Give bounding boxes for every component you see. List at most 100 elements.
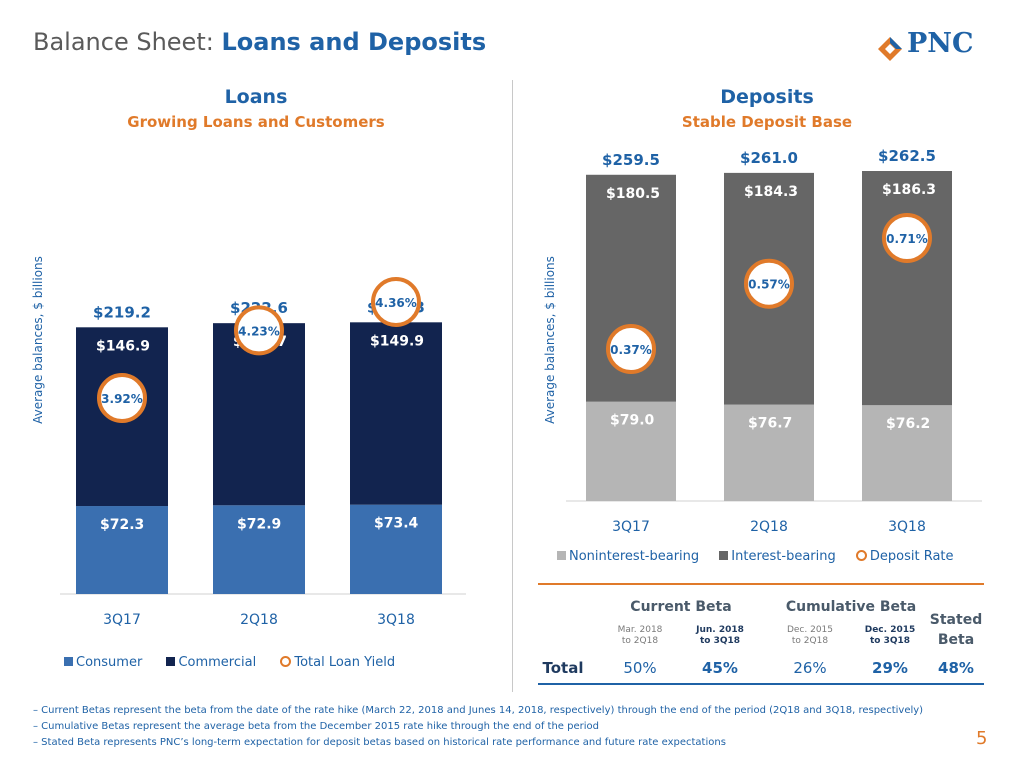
page-number: 5 — [976, 728, 988, 749]
beta-sub-4-line1: Dec. 2015 — [864, 625, 916, 635]
beta-sub-1-line2: to 2Q18 — [621, 636, 659, 646]
legend-deposit-rate: Deposit Rate — [855, 549, 954, 564]
legend-consumer-swatch — [64, 657, 73, 666]
title-prefix: Balance Sheet: — [33, 28, 214, 56]
beta-sub-mar2018-2q18: Mar. 2018 to 2Q18 — [600, 625, 680, 647]
loans-label-commercial-3q17: $146.9 — [96, 338, 150, 354]
loans-bar-consumer-2q18 — [213, 505, 305, 594]
beta-value-stated: 48% — [938, 659, 974, 677]
deposits-heading: Deposits — [720, 86, 814, 108]
legend-noninterest: Noninterest-bearing — [557, 549, 699, 564]
legend-deposit-rate-ring-icon — [855, 550, 867, 561]
deposits-total-label-3q18: $262.5 — [878, 147, 936, 165]
beta-table-top-rule — [538, 583, 984, 585]
pnc-logo-text: PNC — [907, 28, 974, 59]
beta-value-cumulative-3q18: 29% — [872, 659, 908, 677]
beta-value-current-3q18: 45% — [702, 659, 738, 677]
loans-bar-commercial-3q18 — [350, 322, 442, 505]
deposits-x-tick-2q18: 2Q18 — [750, 519, 788, 535]
loans-bar-consumer-3q18 — [350, 504, 442, 594]
loans-rate-label-3q17: 3.92% — [101, 392, 143, 406]
deposits-rate-label-3q17: 0.37% — [610, 343, 652, 357]
deposits-rate-label-3q18: 0.71% — [886, 232, 928, 246]
legend-loan-yield-label: Total Loan Yield — [294, 655, 396, 670]
beta-sub-4-line2: to 3Q18 — [869, 636, 911, 646]
deposits-bar-noninterest-bearing-2q18 — [724, 404, 814, 501]
legend-consumer: Consumer — [64, 655, 142, 670]
page-title: Balance Sheet: Loans and Deposits — [33, 28, 486, 56]
loans-rate-label-3q18: 4.36% — [375, 296, 417, 310]
beta-row-label: Total — [542, 659, 584, 677]
beta-table: Current Beta Cumulative Beta Stated Beta… — [538, 583, 984, 687]
loans-label-consumer-3q18: $73.4 — [374, 516, 419, 532]
deposits-rate-marker-3q17 — [606, 324, 656, 374]
legend-deposit-rate-label: Deposit Rate — [869, 549, 954, 564]
beta-sub-3-line2: to 2Q18 — [791, 636, 829, 646]
loans-total-label-3q17: $219.2 — [93, 303, 151, 321]
loans-rate-marker-2q18 — [234, 305, 284, 356]
footnote-cumulative-beta: – Cumulative Betas represent the average… — [33, 721, 599, 732]
beta-value-current-2q18: 50% — [623, 659, 657, 677]
legend-loan-yield: Total Loan Yield — [280, 655, 395, 670]
stated-beta-header-line1: Stated — [929, 612, 983, 628]
footnote-current-beta: – Current Betas represent the beta from … — [33, 705, 924, 716]
beta-sub-jun2018-3q18: Jun. 2018 to 3Q18 — [680, 625, 760, 647]
loans-heading: Loans — [224, 86, 288, 108]
deposits-y-axis-label: Average balances, $ billions — [543, 256, 557, 424]
beta-sub-dec2015-2q18: Dec. 2015 to 2Q18 — [770, 625, 850, 647]
loans-x-tick-3q17: 3Q17 — [103, 612, 141, 628]
legend-noninterest-label: Noninterest-bearing — [569, 549, 700, 564]
legend-loan-yield-ring-icon — [280, 656, 292, 667]
deposits-chart: Average balances, $ billions $79.0 $180.5… — [543, 147, 982, 535]
loans-label-consumer-2q18: $72.9 — [237, 516, 281, 532]
legend-commercial-swatch — [166, 657, 176, 666]
legend-interest: Interest-bearing — [719, 549, 836, 564]
deposits-label-noninterest-bearing-3q18: $76.2 — [886, 416, 930, 432]
deposits-x-tick-3q17: 3Q17 — [612, 519, 650, 535]
loans-legend: Consumer Commercial Total Loan Yield — [64, 655, 395, 670]
loans-rate-marker-3q18 — [371, 277, 421, 327]
loans-subheading: Growing Loans and Customers — [127, 113, 385, 131]
deposits-label-interest-bearing-2q18: $184.3 — [744, 184, 798, 200]
deposits-label-noninterest-bearing-3q17: $79.0 — [610, 413, 655, 429]
loans-bar-consumer-3q17 — [76, 506, 168, 594]
current-beta-header: Current Beta — [630, 599, 732, 615]
legend-interest-label: Interest-bearing — [731, 549, 836, 564]
loans-x-tick-2q18: 2Q18 — [240, 612, 278, 628]
loans-rate-marker-3q17 — [97, 373, 147, 423]
loans-rate-label-2q18: 4.23% — [238, 324, 280, 338]
deposits-label-interest-bearing-3q18: $186.3 — [882, 182, 936, 198]
footnote-stated-beta: – Stated Beta represents PNC’s long-term… — [33, 737, 726, 748]
deposits-subheading: Stable Deposit Base — [681, 113, 853, 131]
deposits-bar-interest-bearing-3q18 — [862, 171, 952, 406]
deposits-total-label-3q17: $259.5 — [602, 151, 660, 169]
pnc-logo-mark-icon — [878, 37, 902, 61]
deposits-x-tick-3q18: 3Q18 — [888, 519, 926, 535]
deposits-bar-noninterest-bearing-3q18 — [862, 405, 952, 501]
deposits-rate-marker-2q18 — [744, 258, 794, 309]
loans-label-consumer-3q17: $72.3 — [100, 517, 144, 533]
deposits-bar-noninterest-bearing-3q17 — [586, 401, 676, 501]
deposits-total-label-2q18: $261.0 — [740, 149, 798, 167]
title-emphasis: Loans and Deposits — [221, 28, 487, 56]
legend-commercial: Commercial — [166, 655, 256, 670]
section-divider — [512, 80, 513, 692]
legend-commercial-label: Commercial — [178, 655, 257, 670]
loans-chart: Average balances, $ billions $72.3 $146.9… — [31, 256, 466, 628]
legend-consumer-label: Consumer — [76, 655, 143, 670]
deposits-label-noninterest-bearing-2q18: $76.7 — [748, 416, 792, 432]
legend-noninterest-swatch — [557, 551, 566, 560]
stated-beta-header-line2: Beta — [937, 632, 975, 648]
beta-sub-2-line2: to 3Q18 — [699, 636, 741, 646]
deposits-rate-label-2q18: 0.57% — [748, 278, 790, 292]
beta-value-cumulative-2q18: 26% — [793, 659, 827, 677]
beta-sub-3-line1: Dec. 2015 — [786, 625, 834, 635]
deposits-rate-marker-3q18 — [882, 213, 932, 263]
loans-label-commercial-3q18: $149.9 — [370, 333, 424, 349]
deposits-legend: Noninterest-bearing Interest-bearing Dep… — [557, 549, 954, 564]
beta-table-bottom-rule — [538, 683, 984, 685]
loans-y-axis-label: Average balances, $ billions — [31, 256, 45, 424]
beta-sub-1-line1: Mar. 2018 — [617, 625, 663, 635]
pnc-logo — [878, 37, 902, 61]
beta-sub-2-line1: Jun. 2018 — [696, 625, 744, 635]
